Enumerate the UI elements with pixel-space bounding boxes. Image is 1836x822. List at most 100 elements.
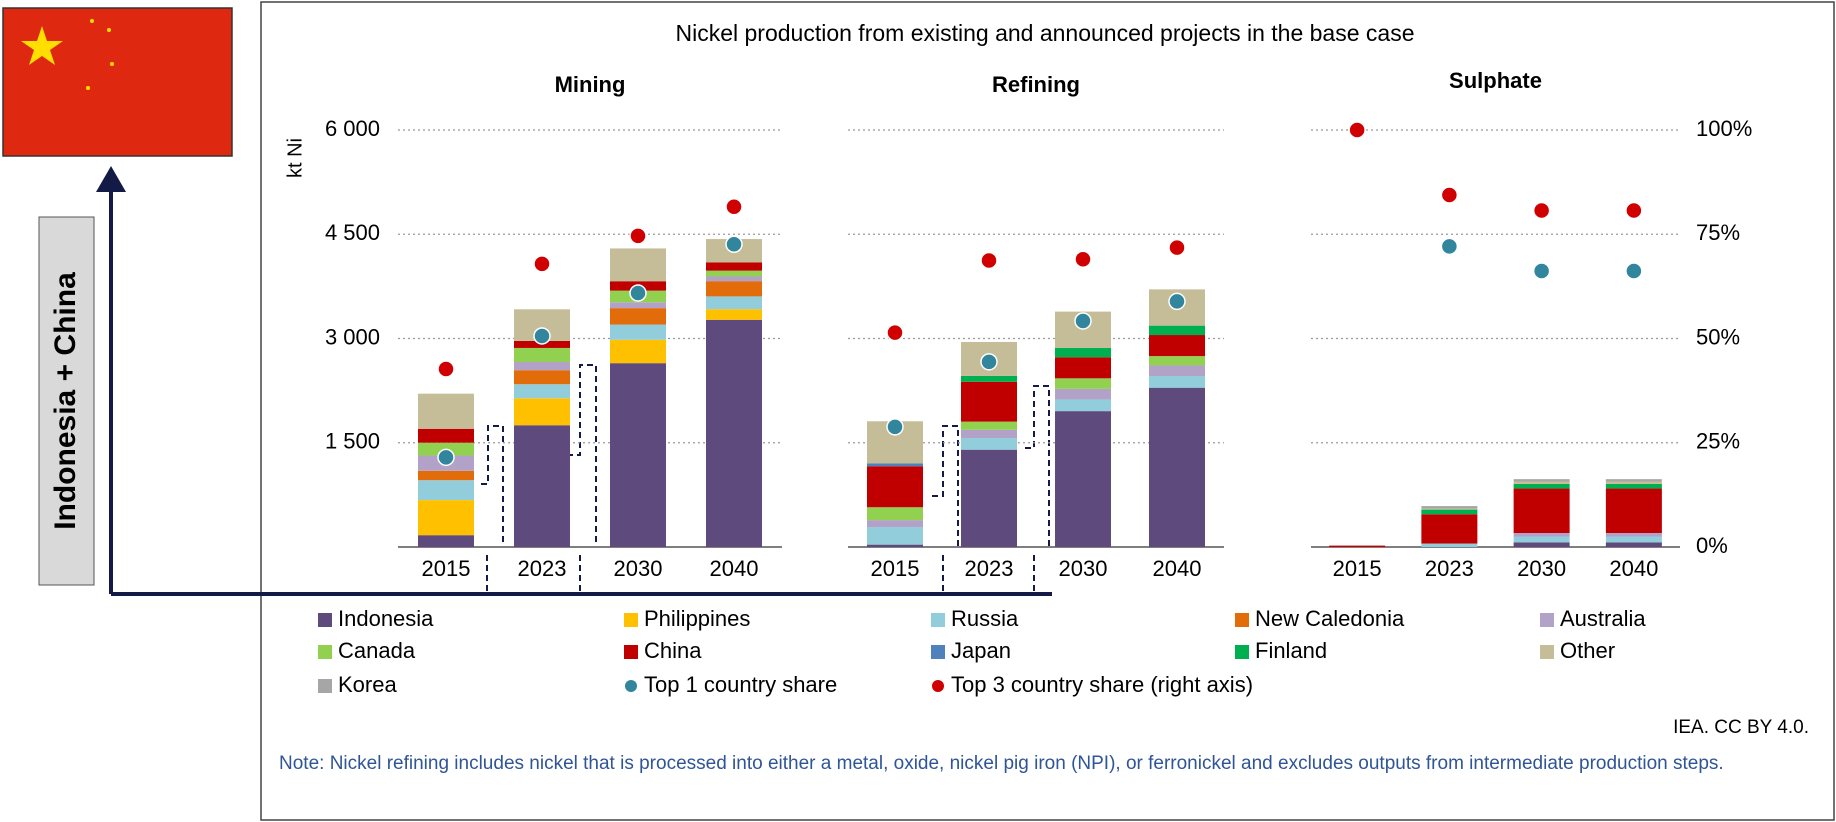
y2-tick-label: 25% [1696,429,1740,454]
chart-frame [260,1,1835,821]
legend-label: Philippines [644,606,750,631]
bar-segment [1513,536,1570,543]
legend-marker [931,645,945,659]
panel-title: Mining [555,72,626,97]
bar-segment [1055,388,1111,400]
bar-segment [514,347,570,362]
y2-tick-label: 0% [1696,533,1728,558]
bar-segment [867,520,923,528]
bar-segment [706,296,762,310]
share-dot [725,235,743,254]
panel-title: Sulphate [1449,68,1542,93]
bar-segment [1149,335,1205,357]
legend-label: Finland [1255,638,1327,663]
side-label-box [38,216,95,586]
share-dot [629,284,647,302]
side-label: Indonesia + China [49,272,82,530]
legend-label: Korea [338,672,397,697]
legend-label: China [644,638,702,663]
bar-segment [867,466,923,508]
legend-label: Top 3 country share (right axis) [951,672,1253,697]
x-tick-label: 2023 [965,556,1014,581]
bar-segment [867,507,923,521]
bar-segment [1149,387,1205,547]
bar-segment [514,384,570,399]
share-dot [1074,250,1092,269]
bar-segment [706,276,762,282]
arrow-head [96,166,126,192]
share-dot [1440,186,1459,204]
y-tick-label: 3 000 [325,324,380,349]
bar-segment [961,438,1017,450]
bar-segment [961,375,1017,382]
panel-title: Refining [992,72,1080,97]
bar-segment [706,281,762,297]
legend-label: Russia [951,606,1019,631]
bar-segment [867,463,923,467]
x-tick-label: 2040 [1153,556,1202,581]
legend-label: New Caledonia [1255,606,1405,631]
bar-segment [961,429,1017,439]
china-flag [2,7,233,157]
x-tick-label: 2030 [1059,556,1108,581]
bar-segment [1055,357,1111,379]
y2-tick-label: 100% [1696,116,1752,141]
bar-segment [418,470,474,481]
legend-marker [932,680,944,692]
share-dot [1532,262,1551,280]
bar-segment [867,544,923,547]
bar-segment [706,309,762,320]
bar-segment [706,270,762,277]
y2-tick-label: 75% [1696,220,1740,245]
bar-segment [1149,376,1205,388]
bar-segment [1055,411,1111,547]
bar-segment [1513,488,1570,534]
bar-segment [706,319,762,547]
bar-segment [418,500,474,536]
bar-segment [1513,483,1570,489]
bar-segment [1605,479,1662,482]
legend-marker [318,613,332,627]
arrow [109,190,1052,596]
legend-marker [318,679,332,693]
x-tick-label: 2023 [1425,556,1474,581]
bar-segment [610,248,666,282]
bar-segment [1421,543,1478,547]
bracket-lines [477,364,1050,594]
x-tick-label: 2030 [614,556,663,581]
legend-marker [1235,645,1249,659]
bar-segment [1605,483,1662,489]
bar-segment [1513,481,1570,484]
legend-label: Japan [951,638,1011,663]
bar-segment [1421,509,1478,515]
x-tick-label: 2015 [871,556,920,581]
bar-segment [514,398,570,426]
bar-segment [1605,488,1662,534]
share-dot [725,197,743,216]
y-tick-label: 1 500 [325,429,380,454]
bar-segment [706,262,762,271]
bar-segment [1421,506,1478,509]
bar-segment [514,425,570,547]
legend-label: Other [1560,638,1615,663]
y-tick-label: 4 500 [325,220,380,245]
bar-segment [418,535,474,547]
bar-segment [961,449,1017,547]
bar-segment [514,361,570,371]
bar-segment [1605,536,1662,543]
legend-marker [624,613,638,627]
bar-segment [514,370,570,385]
legend-marker [318,645,332,659]
note: Note: Nickel refining includes nickel th… [279,753,1724,774]
bar-segment [1513,479,1570,482]
share-dot [1348,121,1366,139]
bar-segment [1329,545,1386,547]
bar-segment [610,308,666,325]
source: IEA. CC BY 4.0. [1673,717,1809,738]
x-tick-label: 2015 [1333,556,1382,581]
bar-segment [610,324,666,340]
legend-marker [1540,613,1554,627]
share-dot [533,255,551,273]
bar-segment [867,527,923,545]
